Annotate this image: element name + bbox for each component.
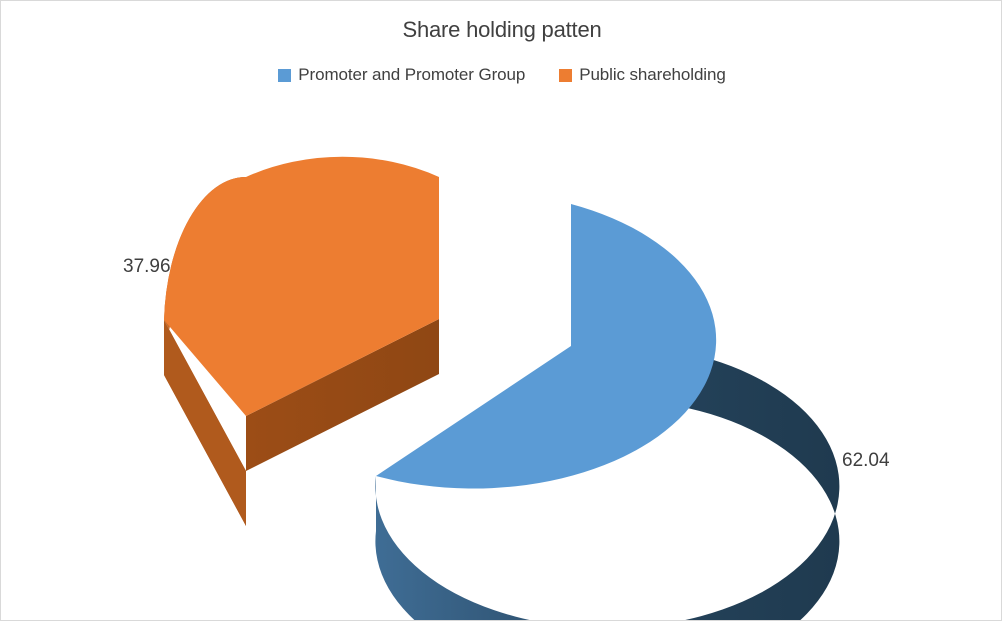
chart-legend: Promoter and Promoter Group Public share… [1, 65, 1001, 85]
pie-slice-promoter-group[interactable] [375, 204, 840, 621]
pie-slice-public-rim-lower [164, 320, 246, 526]
data-label-promoter-group: 62.04 [842, 450, 890, 471]
pie-slice-public-shareholding[interactable] [164, 156, 439, 527]
legend-swatch-public-icon [559, 68, 573, 82]
legend-label-promoter: Promoter and Promoter Group [298, 65, 526, 84]
legend-swatch-promoter-icon [278, 68, 292, 82]
pie-slice-public-cut-face [246, 319, 439, 471]
legend-item-promoter[interactable]: Promoter and Promoter Group [278, 65, 525, 85]
chart-title: Share holding patten [402, 17, 602, 42]
pie-slice-promoter-rim [375, 344, 840, 620]
pie-slice-promoter-top [376, 204, 717, 489]
pie-slice-public-top [164, 156, 439, 417]
legend-label-public: Public shareholding [579, 65, 726, 84]
data-label-public-shareholding: 37.96 [123, 256, 171, 277]
legend-item-public[interactable]: Public shareholding [559, 65, 726, 85]
